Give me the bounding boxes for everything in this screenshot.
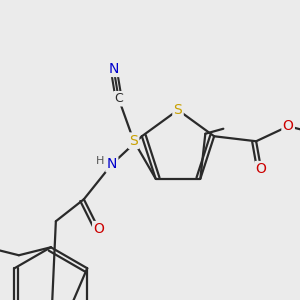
Text: O: O	[283, 119, 294, 133]
Text: O: O	[256, 162, 267, 176]
Text: N: N	[109, 62, 119, 76]
Text: S: S	[174, 103, 182, 117]
Text: C: C	[114, 92, 123, 105]
Text: H: H	[96, 156, 104, 166]
Text: N: N	[107, 157, 117, 171]
Text: O: O	[93, 222, 104, 236]
Text: S: S	[129, 134, 138, 148]
